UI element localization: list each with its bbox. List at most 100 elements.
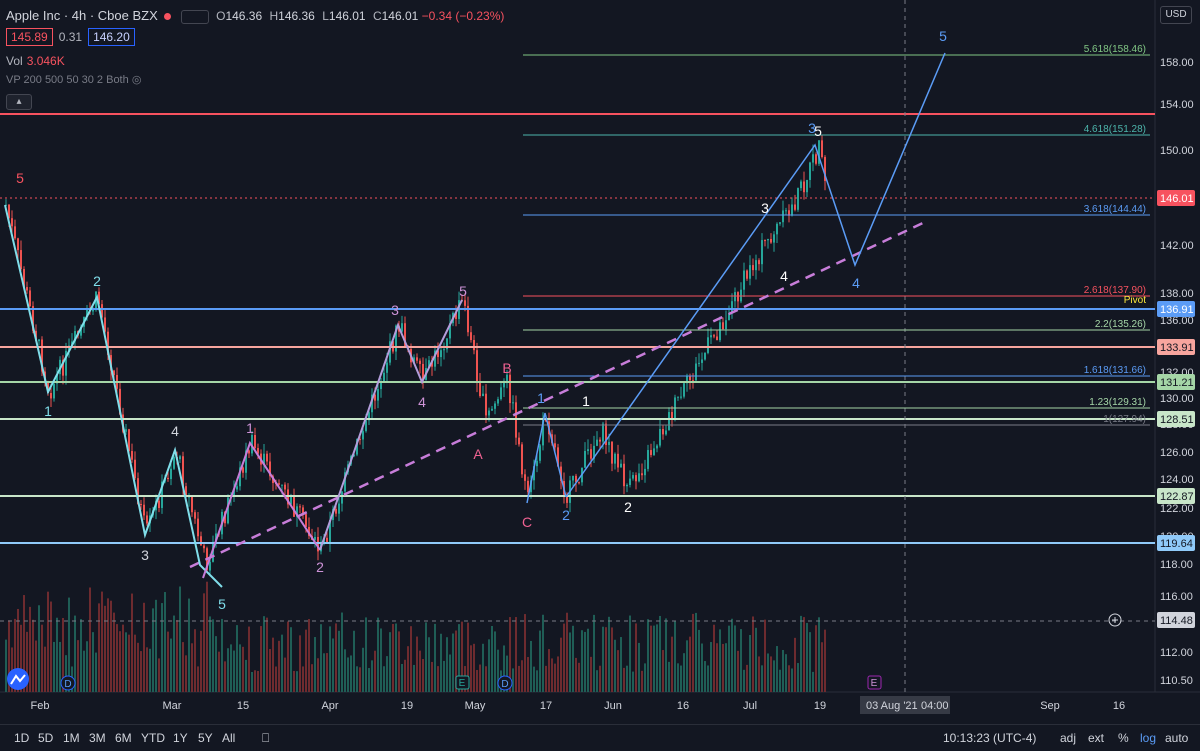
time-label: 16 xyxy=(677,700,689,712)
range-1y[interactable]: 1Y xyxy=(173,731,188,745)
auto-toggle[interactable]: auto xyxy=(1165,731,1189,745)
volume-bar xyxy=(767,653,769,692)
candle-body xyxy=(362,431,364,440)
adj-toggle[interactable]: adj xyxy=(1060,731,1077,745)
range-all[interactable]: All xyxy=(222,731,236,745)
volume-bar xyxy=(710,642,712,692)
candle-body xyxy=(806,180,808,193)
volume-value: 3.046K xyxy=(26,54,65,68)
volume-bar xyxy=(269,648,271,692)
volume-bar xyxy=(479,664,481,692)
volume-bar xyxy=(473,643,475,692)
volume-bar xyxy=(689,636,691,692)
volume-bar xyxy=(569,632,571,692)
percent-toggle[interactable]: % xyxy=(1118,731,1129,745)
volume-bar xyxy=(74,615,76,692)
sell-button[interactable]: 145.89 xyxy=(6,28,53,46)
candle-body xyxy=(32,306,34,331)
range-5d[interactable]: 5D xyxy=(38,731,54,745)
volume-bar xyxy=(488,639,490,692)
volume-bar xyxy=(455,630,457,692)
candle-body xyxy=(791,204,793,216)
candle-body xyxy=(143,504,145,516)
wave-violet-mid xyxy=(319,299,463,551)
volume-profile-legend[interactable]: VP 200 500 50 30 2 Both ◎ xyxy=(6,74,142,86)
volume-bar xyxy=(32,619,34,692)
candle-body xyxy=(380,381,382,390)
volume-bar xyxy=(530,640,532,692)
candle-body xyxy=(662,429,664,435)
candle-body xyxy=(596,439,598,446)
range-3m[interactable]: 3M xyxy=(89,731,106,745)
candle-body xyxy=(713,335,715,337)
candle-body xyxy=(542,419,544,446)
candle-body xyxy=(659,429,661,446)
volume-bar xyxy=(233,650,235,692)
volume-bar xyxy=(515,617,517,692)
candle-body xyxy=(227,497,229,524)
candle-body xyxy=(818,140,820,164)
collapse-legend-button[interactable]: ▴ xyxy=(6,94,32,110)
candle-body xyxy=(134,459,136,479)
candle-body xyxy=(245,450,247,473)
volume-bar xyxy=(242,646,244,692)
range-1m[interactable]: 1M xyxy=(63,731,80,745)
candle-body xyxy=(800,181,802,189)
candle-body xyxy=(623,463,625,487)
volume-bar xyxy=(254,670,256,692)
range-1d[interactable]: 1D xyxy=(14,731,30,745)
volume-bar xyxy=(551,658,553,692)
candle-body xyxy=(512,402,514,404)
volume-bar xyxy=(611,627,613,692)
volume-bar xyxy=(281,634,283,692)
price-tick: 110.50 xyxy=(1160,675,1193,687)
range-5y[interactable]: 5Y xyxy=(198,731,213,745)
volume-bar xyxy=(134,634,136,692)
candle-body xyxy=(137,478,139,505)
candle-body xyxy=(575,475,577,483)
clock[interactable]: 10:13:23 (UTC-4) xyxy=(943,731,1037,745)
volume-bar xyxy=(353,630,355,692)
currency-button[interactable]: USD xyxy=(1160,6,1192,24)
candle-body xyxy=(341,491,343,504)
earnings-marker-icon: E xyxy=(455,675,470,690)
volume-bar xyxy=(128,634,130,692)
time-label: Jun xyxy=(604,700,622,712)
volume-bar xyxy=(560,637,562,692)
wave-label: C xyxy=(522,514,532,530)
price-tick: 136.00 xyxy=(1160,315,1194,327)
volume-bar xyxy=(590,656,592,692)
candle-body xyxy=(404,323,406,347)
goto-date-icon[interactable]: ⎕ xyxy=(262,731,270,745)
symbol-title[interactable]: Apple Inc · 4h · Cboe BZX xyxy=(6,8,158,23)
candle-body xyxy=(707,337,709,353)
wave-label: 1 xyxy=(246,420,254,436)
volume-bar xyxy=(467,622,469,692)
volume-bar xyxy=(113,612,115,692)
candle-body xyxy=(755,260,757,271)
buy-button[interactable]: 146.20 xyxy=(88,28,135,46)
toggle-pill-icon[interactable] xyxy=(180,9,209,24)
volume-bar xyxy=(200,630,202,692)
range-ytd[interactable]: YTD xyxy=(141,731,165,745)
volume-bar xyxy=(23,595,25,692)
candle-body xyxy=(665,430,667,435)
volume-bar xyxy=(398,631,400,692)
volume-bar xyxy=(107,598,109,692)
candle-body xyxy=(485,393,487,416)
volume-bar xyxy=(797,663,799,692)
log-toggle[interactable]: log xyxy=(1140,731,1157,745)
volume-bar xyxy=(458,624,460,692)
candle-body xyxy=(728,313,730,321)
volume-bar xyxy=(77,640,79,692)
time-label: 16 xyxy=(1113,700,1125,712)
volume-bar xyxy=(8,620,10,692)
volume-bar xyxy=(35,640,37,692)
volume-bar xyxy=(80,619,82,692)
range-6m[interactable]: 6M xyxy=(115,731,132,745)
volume-bar xyxy=(257,670,259,692)
candle-body xyxy=(491,408,493,411)
candle-body xyxy=(704,352,706,360)
ext-toggle[interactable]: ext xyxy=(1088,731,1105,745)
